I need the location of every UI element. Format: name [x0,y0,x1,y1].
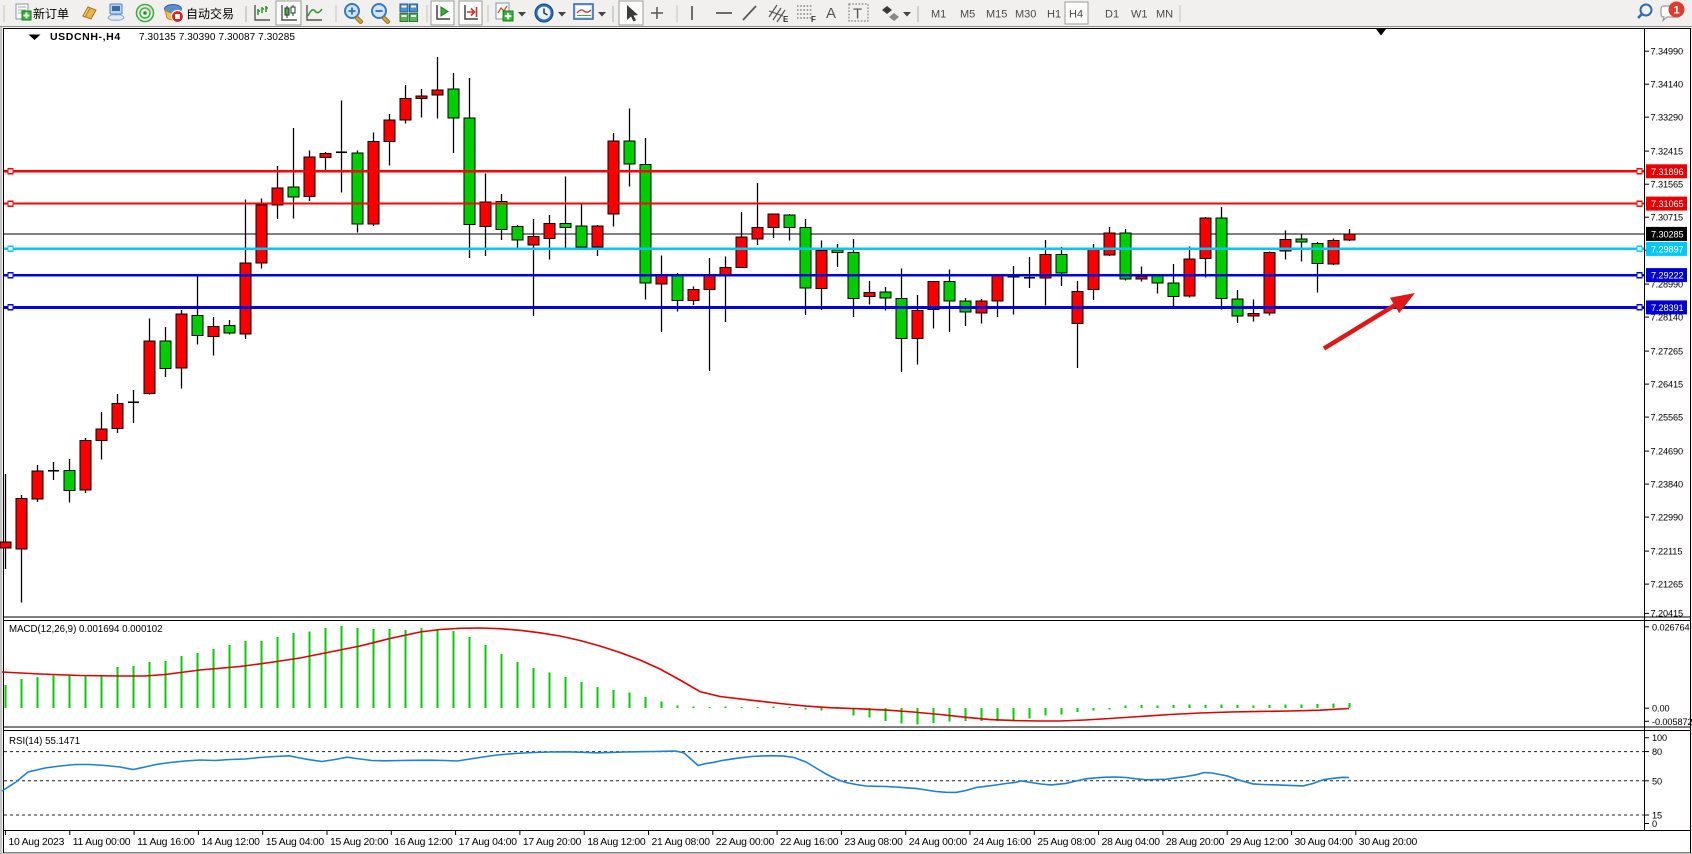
svg-text:7.30135 7.30390 7.30087 7.3028: 7.30135 7.30390 7.30087 7.30285 [139,32,295,43]
svg-text:H4: H4 [1069,9,1083,21]
svg-text:11 Aug 16:00: 11 Aug 16:00 [137,837,195,848]
svg-text:7.28140: 7.28140 [1651,312,1684,322]
svg-text:M1: M1 [931,9,946,21]
svg-text:24 Aug 00:00: 24 Aug 00:00 [909,837,968,848]
svg-text:28 Aug 04:00: 28 Aug 04:00 [1102,837,1161,848]
svg-text:50: 50 [1652,776,1662,786]
svg-text:W1: W1 [1131,9,1148,21]
svg-text:-0.005872: -0.005872 [1652,717,1692,727]
svg-text:7.31565: 7.31565 [1651,180,1684,190]
svg-text:7.33290: 7.33290 [1651,113,1684,123]
svg-text:22 Aug 16:00: 22 Aug 16:00 [780,837,839,848]
svg-text:7.30715: 7.30715 [1651,213,1684,223]
svg-text:7.32415: 7.32415 [1651,146,1684,156]
svg-text:28 Aug 20:00: 28 Aug 20:00 [1166,837,1225,848]
svg-text:7.31896: 7.31896 [1651,167,1684,177]
svg-text:7.31065: 7.31065 [1651,199,1684,209]
svg-text:17 Aug 04:00: 17 Aug 04:00 [459,837,518,848]
svg-text:A: A [826,5,836,22]
svg-text:15 Aug 20:00: 15 Aug 20:00 [330,837,389,848]
svg-text:D1: D1 [1105,9,1119,21]
svg-text:24 Aug 16:00: 24 Aug 16:00 [973,837,1032,848]
svg-text:7.21265: 7.21265 [1651,579,1684,589]
svg-text:14 Aug 12:00: 14 Aug 12:00 [201,837,260,848]
svg-text:0.026764: 0.026764 [1652,622,1690,632]
svg-text:M15: M15 [986,9,1007,21]
svg-text:USDCNH-,H4: USDCNH-,H4 [50,31,121,43]
svg-text:7.28990: 7.28990 [1651,279,1684,289]
svg-text:7.27265: 7.27265 [1651,346,1684,356]
svg-text:T: T [853,6,862,23]
svg-text:22 Aug 00:00: 22 Aug 00:00 [716,837,775,848]
svg-text:7.34140: 7.34140 [1651,80,1684,90]
svg-text:21 Aug 08:00: 21 Aug 08:00 [652,837,711,848]
svg-text:25 Aug 08:00: 25 Aug 08:00 [1037,837,1096,848]
svg-text:23 Aug 08:00: 23 Aug 08:00 [844,837,903,848]
svg-text:F: F [811,15,816,24]
svg-text:1: 1 [1674,5,1680,17]
svg-text:7.20415: 7.20415 [1651,609,1684,619]
svg-text:7.30285: 7.30285 [1651,229,1684,239]
svg-text:自动交易: 自动交易 [186,6,234,21]
svg-text:7.29222: 7.29222 [1651,271,1684,281]
svg-text:7.22990: 7.22990 [1651,512,1684,522]
svg-text:7.26415: 7.26415 [1651,379,1684,389]
svg-text:7.24690: 7.24690 [1651,446,1684,456]
svg-text:新订单: 新订单 [33,6,69,21]
svg-text:7.25565: 7.25565 [1651,412,1684,422]
svg-text:0.00: 0.00 [1652,704,1669,714]
svg-text:7.22115: 7.22115 [1651,546,1683,556]
svg-text:30 Aug 04:00: 30 Aug 04:00 [1295,837,1354,848]
svg-text:29 Aug 12:00: 29 Aug 12:00 [1230,837,1289,848]
svg-text:H1: H1 [1047,9,1061,21]
svg-text:MACD(12,26,9) 0.001694 0.00010: MACD(12,26,9) 0.001694 0.000102 [9,624,163,635]
svg-text:18 Aug 12:00: 18 Aug 12:00 [587,837,646,848]
svg-text:11 Aug 00:00: 11 Aug 00:00 [73,837,131,848]
svg-text:80: 80 [1652,747,1662,757]
svg-text:RSI(14) 55.1471: RSI(14) 55.1471 [9,736,80,747]
svg-text:15 Aug 04:00: 15 Aug 04:00 [266,837,325,848]
svg-text:7.23840: 7.23840 [1651,479,1684,489]
svg-text:7.29897: 7.29897 [1651,244,1684,254]
svg-text:30 Aug 20:00: 30 Aug 20:00 [1359,837,1418,848]
svg-text:15: 15 [1652,811,1662,821]
svg-text:M30: M30 [1015,9,1036,21]
svg-text:0: 0 [1652,819,1657,829]
svg-text:MN: MN [1156,9,1173,21]
svg-text:E: E [783,15,789,24]
svg-text:10 Aug 2023: 10 Aug 2023 [9,837,65,848]
svg-text:M5: M5 [960,9,975,21]
svg-text:7.34990: 7.34990 [1651,47,1684,57]
svg-text:100: 100 [1652,733,1667,743]
svg-text:7.28391: 7.28391 [1651,303,1684,313]
svg-text:17 Aug 20:00: 17 Aug 20:00 [523,837,582,848]
svg-text:16 Aug 12:00: 16 Aug 12:00 [394,837,453,848]
